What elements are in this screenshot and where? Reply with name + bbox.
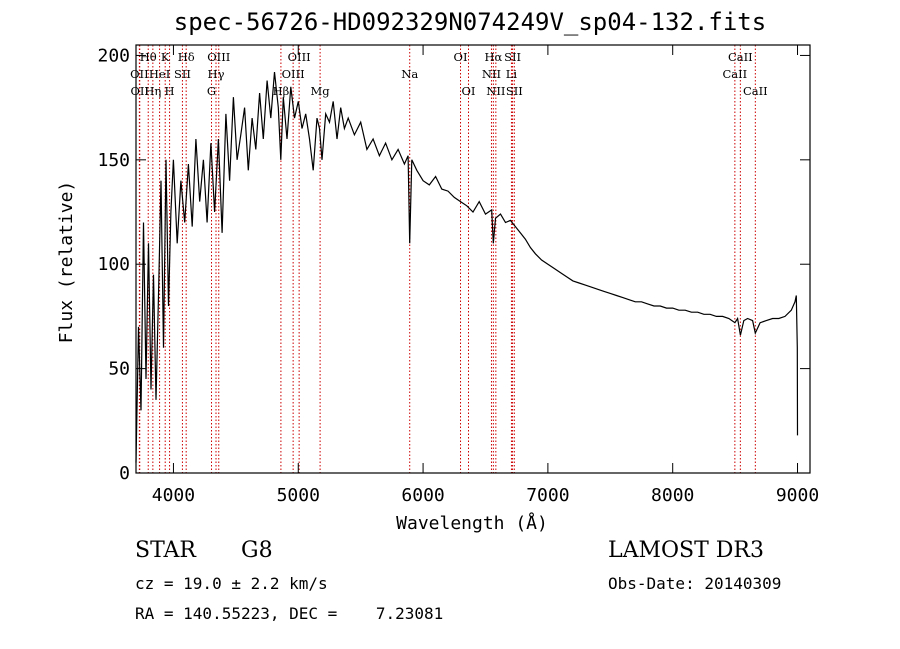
y-tick-label: 200 xyxy=(97,45,130,66)
redshift-readout: cz = 19.0 ± 2.2 km/s xyxy=(135,574,328,593)
spectrum-series-line xyxy=(135,72,799,463)
plot-frame xyxy=(135,44,811,474)
object-subclass: G8 xyxy=(241,538,273,563)
spectral-line-label: Hα xyxy=(484,50,502,64)
spectral-line-label: Hδ xyxy=(178,50,195,64)
spectral-line-label: OII xyxy=(130,84,149,98)
spectrum-chart: spec-56726-HD092329N074249V_sp04-132.fit… xyxy=(56,8,819,534)
y-tick-label: 50 xyxy=(108,359,130,380)
spectral-line-label: CaII xyxy=(722,67,747,81)
y-tick-label: 0 xyxy=(119,463,130,484)
x-axis-ticks: 4000 5000 6000 7000 8000 9000 xyxy=(152,45,819,506)
spectral-line-label: SII xyxy=(504,50,521,64)
spectral-line-label: OIII xyxy=(288,50,311,64)
spectral-line-label: Hγ xyxy=(208,67,225,81)
y-axis-ticks: 0 50 100 150 200 xyxy=(97,45,810,484)
x-axis-title: Wavelength (Å) xyxy=(396,512,548,534)
spectral-line-markers xyxy=(138,45,756,473)
spectral-line-label: OI xyxy=(462,84,476,98)
spectral-line-label: Li xyxy=(506,67,518,81)
x-tick-label: 8000 xyxy=(651,485,694,506)
spectral-line-label: CaII xyxy=(743,84,768,98)
x-tick-label: 6000 xyxy=(401,485,444,506)
spectral-line-label: K xyxy=(161,50,170,64)
spectral-line-label: OIII xyxy=(282,67,305,81)
spectral-line-labels: Hθ OII OII K HeI Hη Hδ SII H OIII Hγ G OIII OIII Hβ Mg N… xyxy=(130,50,768,98)
x-tick-label: 5000 xyxy=(277,485,320,506)
spectral-line-label: Mg xyxy=(311,84,331,98)
spectral-line-label: Hθ xyxy=(140,50,157,64)
survey-name: LAMOST DR3 xyxy=(608,538,764,563)
spectral-line-label: CaII xyxy=(728,50,753,64)
spectral-line-label: Na xyxy=(401,67,418,81)
y-axis-title: Flux (relative) xyxy=(56,181,77,344)
spectral-line-label: NII xyxy=(486,84,505,98)
x-tick-label: 4000 xyxy=(152,485,195,506)
object-class: STAR xyxy=(135,538,196,563)
spectral-line-label: SII xyxy=(506,84,523,98)
observation-date: Obs-Date: 20140309 xyxy=(608,574,782,593)
spectral-line-label: H xyxy=(165,84,175,98)
spectral-line-label: SII xyxy=(174,67,191,81)
spectral-line-label: OIII xyxy=(207,50,230,64)
spectral-line-label: NII xyxy=(482,67,501,81)
spectral-line-label: OI xyxy=(454,50,468,64)
spectral-line-label: HeI xyxy=(149,67,170,81)
spectral-line-label: G xyxy=(207,84,216,98)
coordinates-readout: RA = 140.55223, DEC = 7.23081 xyxy=(135,604,444,623)
x-tick-label: 7000 xyxy=(526,485,569,506)
x-tick-label: 9000 xyxy=(776,485,819,506)
y-tick-label: 150 xyxy=(97,150,130,171)
spectral-line-label: OII xyxy=(130,67,149,81)
spectral-line-label: Hη xyxy=(144,84,161,98)
chart-title: spec-56726-HD092329N074249V_sp04-132.fit… xyxy=(174,8,766,36)
spectral-line-label: Hβ xyxy=(273,84,290,98)
y-tick-label: 100 xyxy=(97,254,130,275)
